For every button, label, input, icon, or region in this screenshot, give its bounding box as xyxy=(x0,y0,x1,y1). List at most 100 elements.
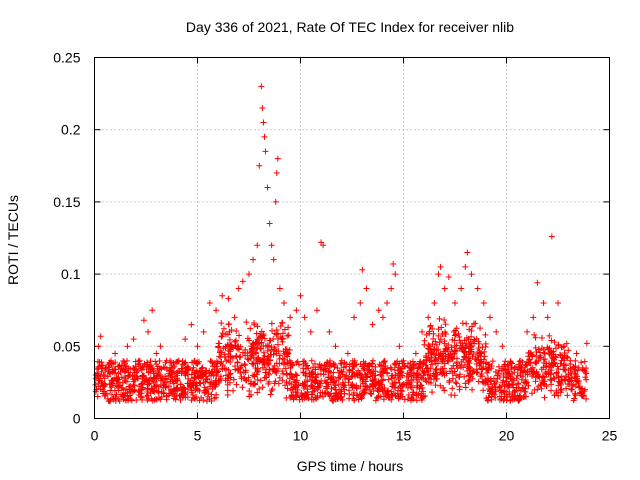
data-point-noise xyxy=(204,375,211,382)
data-point-noise xyxy=(302,370,309,377)
data-point-noise xyxy=(538,385,545,392)
data-point-noise xyxy=(520,385,527,392)
data-point-noise xyxy=(563,353,570,360)
data-point-noise xyxy=(508,360,515,367)
data-point-noise xyxy=(556,351,563,358)
data-point xyxy=(534,279,541,286)
data-point-noise xyxy=(274,330,281,337)
data-point-noise xyxy=(562,377,569,384)
data-point-noise xyxy=(125,372,132,379)
data-point-noise xyxy=(121,359,128,366)
data-point-noise xyxy=(420,393,427,400)
data-point-noise xyxy=(279,368,286,375)
data-point xyxy=(213,307,220,314)
data-point-noise xyxy=(410,376,417,383)
data-point-noise xyxy=(529,390,536,397)
data-point-noise xyxy=(572,370,579,377)
data-point-noise xyxy=(323,379,330,386)
data-point-noise xyxy=(408,366,415,373)
data-point-noise xyxy=(446,377,453,384)
data-point-noise xyxy=(441,338,448,345)
data-point-noise xyxy=(441,331,448,338)
data-point-noise xyxy=(394,358,401,365)
data-point xyxy=(369,321,376,328)
data-point-noise xyxy=(215,377,222,384)
data-point-noise xyxy=(196,397,203,404)
chart-title: Day 336 of 2021, Rate Of TEC Index for r… xyxy=(186,19,514,35)
data-point-noise xyxy=(120,396,127,403)
data-point-noise xyxy=(361,389,368,396)
data-point-noise xyxy=(248,360,255,367)
data-point-noise xyxy=(523,379,530,386)
data-point-noise xyxy=(535,346,542,353)
data-point-noise xyxy=(438,324,445,331)
data-point-noise xyxy=(263,374,270,381)
data-point-noise xyxy=(381,358,388,365)
data-point-noise xyxy=(433,371,440,378)
data-point-noise xyxy=(144,385,151,392)
data-point-noise xyxy=(346,366,353,373)
data-point-noise xyxy=(286,371,293,378)
y-axis-label: ROTI / TECUs xyxy=(5,195,21,285)
data-point-noise xyxy=(574,378,581,385)
data-point-noise xyxy=(245,374,252,381)
data-point-noise xyxy=(350,389,357,396)
data-point-noise xyxy=(122,390,129,397)
data-point-noise xyxy=(130,364,137,371)
data-point-noise xyxy=(246,337,253,344)
data-point-noise xyxy=(532,378,539,385)
data-point-noise xyxy=(569,382,576,389)
data-point-noise xyxy=(417,364,424,371)
data-point-noise xyxy=(535,357,542,364)
data-point-noise xyxy=(579,392,586,399)
data-point-noise xyxy=(521,367,528,374)
data-point-noise xyxy=(131,372,138,379)
data-point-noise xyxy=(541,394,548,401)
data-point-noise xyxy=(280,348,287,355)
data-point-noise xyxy=(211,395,218,402)
data-point-noise xyxy=(425,368,432,375)
data-point-noise xyxy=(219,366,226,373)
data-point-noise xyxy=(207,358,214,365)
data-point-noise xyxy=(558,387,565,394)
data-point-noise xyxy=(429,348,436,355)
data-point-noise xyxy=(112,393,119,400)
data-point xyxy=(445,273,452,280)
data-point-noise xyxy=(435,346,442,353)
data-point-noise xyxy=(522,369,529,376)
data-point-noise xyxy=(129,388,136,395)
data-point-noise xyxy=(228,326,235,333)
data-point-noise xyxy=(227,374,234,381)
data-point-noise xyxy=(184,367,191,374)
data-point-noise xyxy=(395,376,402,383)
data-point-noise xyxy=(298,390,305,397)
data-point-noise xyxy=(188,371,195,378)
data-point xyxy=(194,343,201,350)
data-point-noise xyxy=(162,383,169,390)
data-point-noise xyxy=(94,393,101,400)
data-point-noise xyxy=(166,383,173,390)
data-point-noise xyxy=(340,364,347,371)
data-point-noise xyxy=(218,333,225,340)
data-point-noise xyxy=(98,368,105,375)
data-point-noise xyxy=(372,397,379,404)
data-point-noise xyxy=(249,341,256,348)
data-point-noise xyxy=(392,392,399,399)
data-point-noise xyxy=(439,356,446,363)
data-point-noise xyxy=(424,356,431,363)
data-point-noise xyxy=(291,378,298,385)
data-point xyxy=(435,271,442,278)
data-point-noise xyxy=(179,387,186,394)
data-point-noise xyxy=(526,356,533,363)
data-point-noise xyxy=(285,350,292,357)
data-point-noise xyxy=(346,395,353,402)
data-point-noise xyxy=(473,357,480,364)
data-point-noise xyxy=(331,393,338,400)
data-point xyxy=(431,299,438,306)
data-point-noise xyxy=(499,379,506,386)
data-point-noise xyxy=(146,376,153,383)
data-point xyxy=(206,299,213,306)
data-point-noise xyxy=(224,387,231,394)
data-point-noise xyxy=(568,377,575,384)
data-point-noise xyxy=(423,378,430,385)
